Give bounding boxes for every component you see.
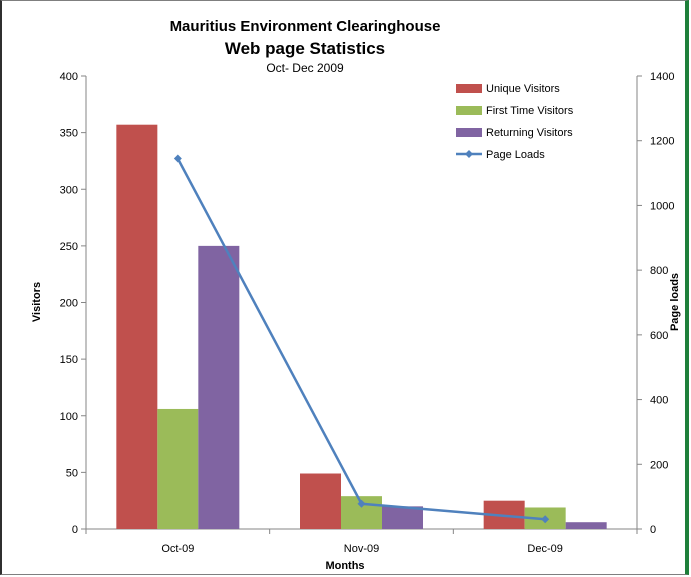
legend-marker bbox=[465, 150, 473, 158]
y-tick-label: 150 bbox=[60, 354, 78, 366]
legend-label: Page Loads bbox=[486, 149, 545, 161]
y-axis-title: Visitors bbox=[31, 282, 43, 322]
chart-subtitle: Web page Statistics bbox=[225, 39, 385, 58]
x-tick-label: Dec-09 bbox=[527, 543, 562, 555]
y2-tick-label: 800 bbox=[650, 265, 668, 277]
legend: Unique Visitors First Time Visitors Return… bbox=[456, 83, 574, 161]
x-tick-label: Oct-09 bbox=[161, 543, 194, 555]
y2-tick-label: 400 bbox=[650, 395, 668, 407]
y-tick-label: 0 bbox=[72, 524, 78, 536]
legend-swatch bbox=[456, 84, 482, 93]
y-tick-label: 400 bbox=[60, 71, 78, 83]
legend-label: Returning Visitors bbox=[486, 127, 573, 139]
y-tick-label: 300 bbox=[60, 184, 78, 196]
y-tick-label: 250 bbox=[60, 241, 78, 253]
y-tick-label: 50 bbox=[66, 467, 78, 479]
legend-label: First Time Visitors bbox=[486, 105, 574, 117]
x-axis-title: Months bbox=[325, 560, 364, 572]
y2-tick-label: 1200 bbox=[650, 136, 674, 148]
legend-label: Unique Visitors bbox=[486, 83, 560, 95]
line-point bbox=[357, 499, 366, 508]
y2-tick-label: 200 bbox=[650, 459, 668, 471]
bar bbox=[116, 124, 158, 529]
legend-swatch bbox=[456, 106, 482, 115]
y-tick-label: 350 bbox=[60, 128, 78, 140]
bar bbox=[382, 506, 423, 529]
y2-axis-title: Page loads bbox=[669, 273, 681, 331]
line-point bbox=[541, 515, 550, 524]
y2-tick-label: 0 bbox=[650, 524, 656, 536]
chart-period: Oct- Dec 2009 bbox=[266, 61, 344, 75]
bar bbox=[198, 245, 240, 529]
legend-swatch bbox=[456, 128, 482, 137]
y-tick-label: 200 bbox=[60, 298, 78, 310]
line-point bbox=[173, 154, 182, 163]
y2-tick-label: 1400 bbox=[650, 71, 674, 83]
y2-tick-label: 1000 bbox=[650, 200, 674, 212]
bar bbox=[157, 408, 199, 529]
x-tick-label: Nov-09 bbox=[344, 543, 379, 555]
chart-title: Mauritius Environment Clearinghouse bbox=[170, 18, 441, 35]
bar bbox=[565, 522, 607, 529]
bar bbox=[300, 473, 341, 529]
y2-tick-label: 600 bbox=[650, 330, 668, 342]
y-tick-label: 100 bbox=[60, 411, 78, 423]
plot-area: 0 50 100 150 200 250 300 350 400 0 200 400 600 800 100… bbox=[60, 71, 675, 555]
